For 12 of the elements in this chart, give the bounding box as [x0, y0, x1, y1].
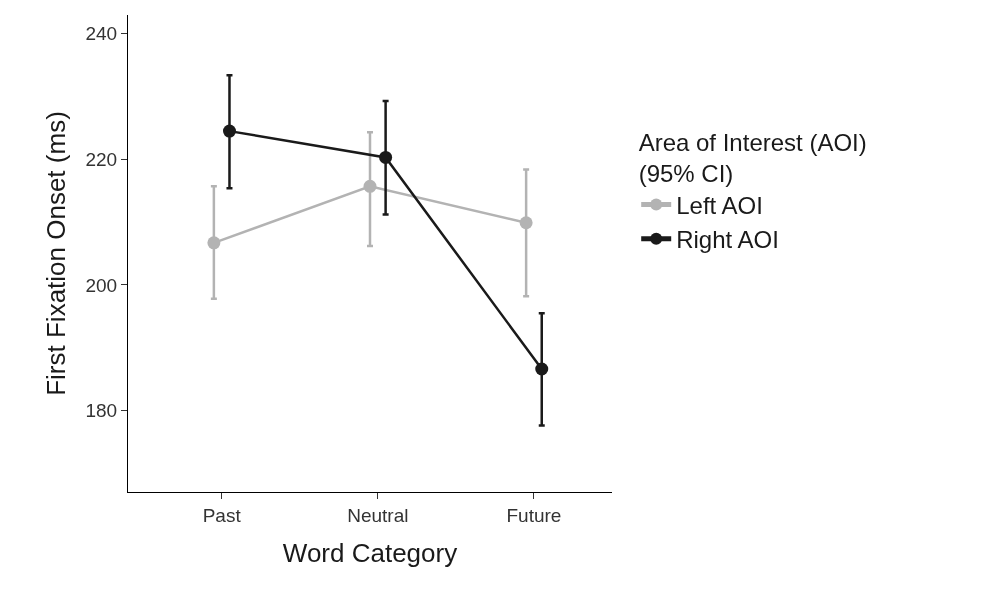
x-tick-label: Neutral — [347, 504, 409, 526]
y-axis-title: First Fixation Onset (ms) — [40, 111, 71, 396]
y-tick-label: 180 — [85, 400, 118, 422]
legend-label: Left AOI — [676, 191, 763, 219]
legend-title: Area of Interest (AOI) (95% CI) — [638, 129, 867, 188]
y-tick-label: 220 — [85, 149, 118, 171]
x-tick-label: Future — [506, 504, 562, 526]
legend-label: Right AOI — [676, 226, 779, 253]
x-tick-label: Past — [202, 504, 242, 526]
y-tick-label: 200 — [85, 274, 118, 296]
y-tick-label: 240 — [85, 23, 118, 45]
x-axis-title: Word Category — [282, 537, 458, 568]
